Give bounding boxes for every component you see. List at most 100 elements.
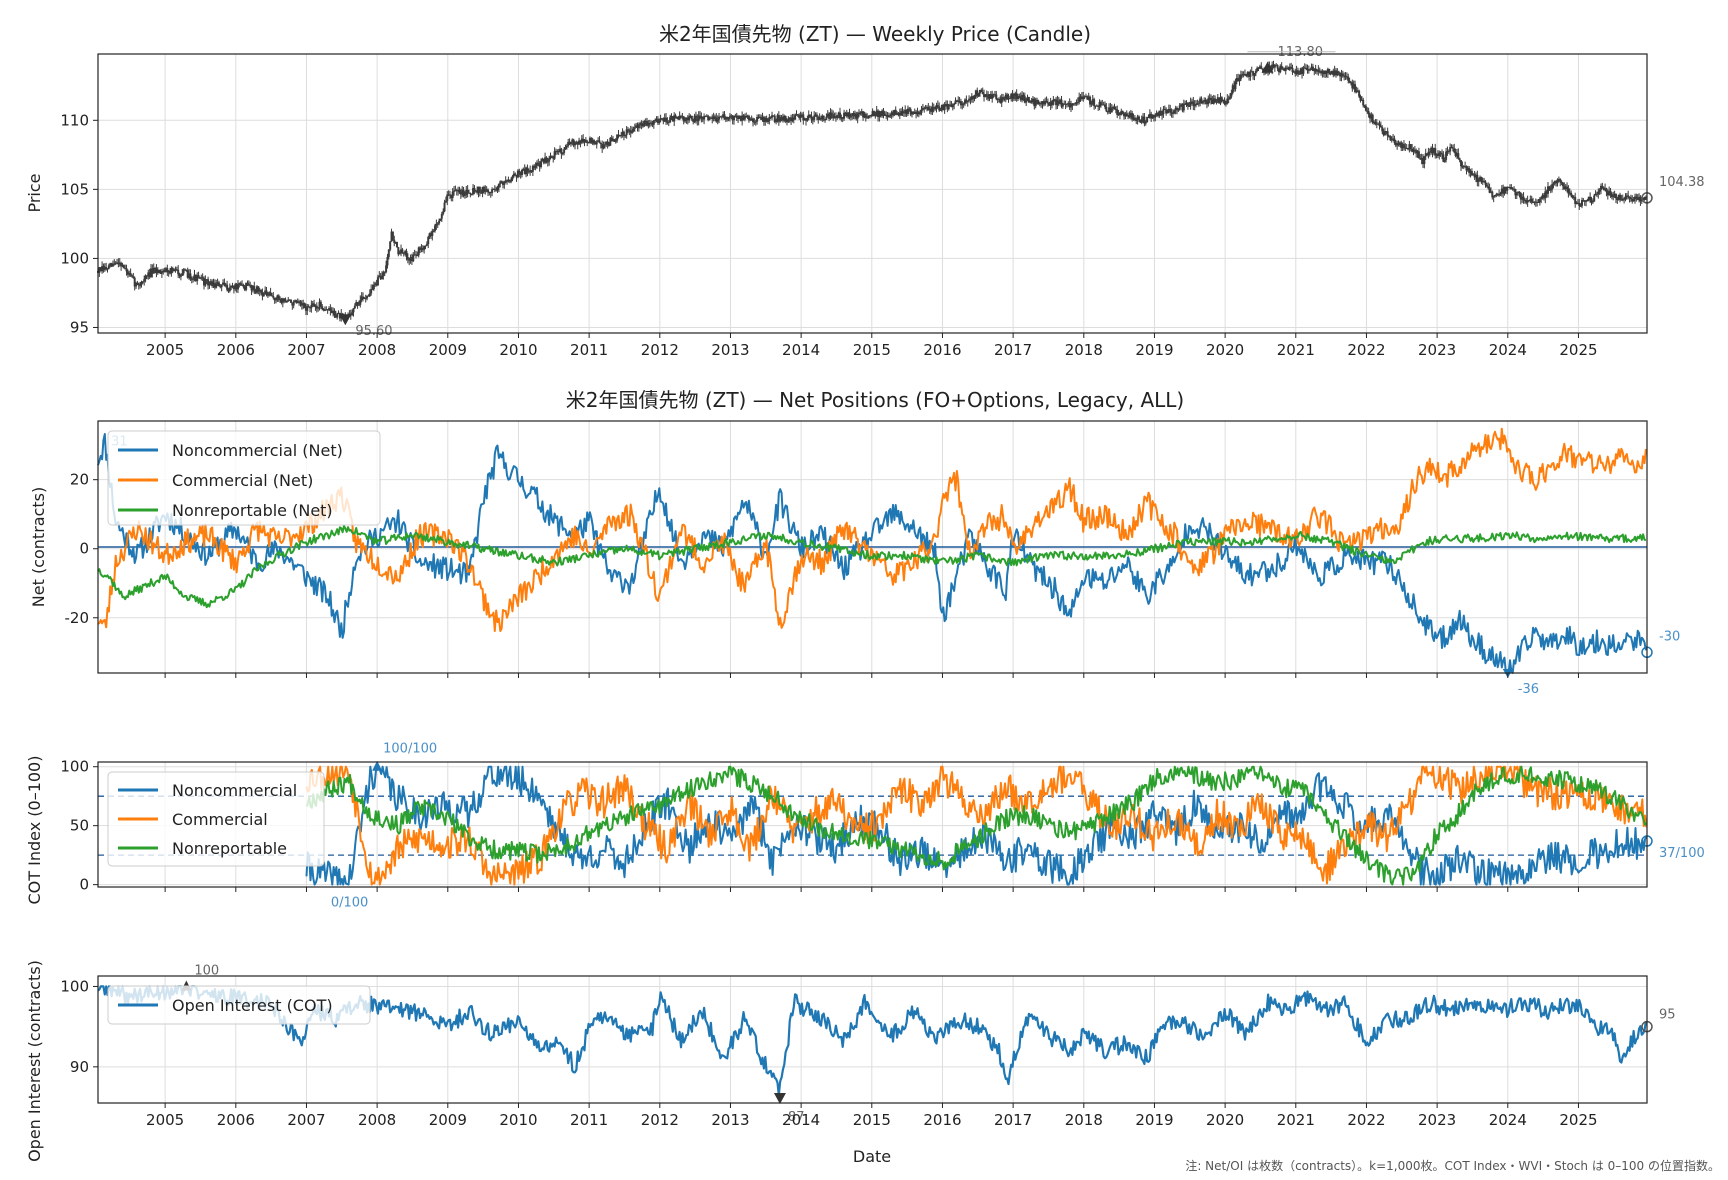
price-candle-body	[616, 134, 619, 141]
price-candle-body	[1568, 192, 1571, 194]
price-candle-body	[1480, 177, 1483, 183]
price-candle-body	[1162, 108, 1165, 115]
price-candle-body	[235, 284, 238, 290]
price-candle-body	[1299, 68, 1302, 75]
price-candle-body	[1527, 200, 1530, 202]
price-candle-body	[398, 253, 401, 255]
price-candle-body	[236, 284, 239, 290]
price-candle-body	[313, 303, 316, 307]
price-candle-body	[701, 116, 704, 120]
price-candle-body	[194, 274, 197, 281]
price-candle-body	[1178, 105, 1181, 110]
oi-legend: Open Interest (COT)	[107, 985, 371, 1025]
price-candle-body	[1464, 166, 1467, 168]
oi-x-tick-label: 2018	[1065, 1111, 1103, 1129]
price-candle-body	[655, 118, 658, 120]
price-candle-body	[417, 247, 420, 256]
price-candle-body	[219, 286, 222, 288]
price-candle-body	[442, 211, 445, 214]
price-y-label: Price	[25, 173, 44, 212]
price-candle-body	[1189, 101, 1192, 107]
price-candle-body	[507, 179, 510, 182]
price-candle-body	[447, 194, 450, 196]
price-candle-body	[1595, 193, 1598, 195]
cot-panel: 100/100 0/100 37/100 0 50 100 COT Index (0–1…	[25, 742, 1705, 911]
price-candle-body	[996, 98, 999, 100]
price-candle-body	[1619, 194, 1622, 200]
price-candle-body	[1426, 153, 1429, 156]
price-candle-body	[435, 224, 438, 226]
price-candle-body	[374, 283, 377, 285]
price-candle-body	[1466, 168, 1469, 171]
price-candle-body	[1170, 112, 1173, 114]
price-candle-body	[1086, 96, 1089, 100]
price-candle-body	[648, 123, 651, 125]
price-candle-body	[913, 111, 916, 114]
price-candle-body	[1412, 149, 1415, 152]
price-candle-body	[571, 139, 574, 142]
net-title: 米2年国債先物 (ZT) — Net Positions (FO+Options…	[566, 388, 1185, 412]
price-candle-body	[1238, 79, 1241, 82]
price-candle-body	[102, 266, 105, 270]
price-candle-body	[1523, 199, 1526, 201]
price-candle-body	[1276, 65, 1279, 69]
oi-frame	[97, 975, 1648, 1104]
price-candle-body	[1318, 71, 1321, 73]
price-candle-body	[792, 117, 795, 120]
footnote: 注: Net/OI は枚数（contracts）。k=1,000枚。COT In…	[1185, 1158, 1720, 1173]
price-candle-body	[1248, 72, 1251, 77]
price-candle-body	[976, 90, 979, 97]
price-candle-body	[222, 282, 225, 285]
price-candle-body	[1416, 151, 1419, 154]
price-x-tick-label: 2018	[1065, 341, 1103, 359]
price-candle-body	[1378, 123, 1381, 126]
price-candle-body	[1421, 157, 1424, 165]
price-candle-body	[1234, 81, 1237, 90]
price-candle-body	[1279, 65, 1282, 73]
price-candle-body	[1590, 200, 1593, 203]
net-y-tick-label: -20	[65, 609, 90, 627]
price-candle-body	[397, 247, 400, 255]
price-candle-body	[1000, 97, 1003, 103]
price-candle-body	[406, 257, 409, 260]
price-candle-body	[363, 298, 366, 300]
price-candle-body	[1260, 66, 1263, 69]
price-candle-body	[1358, 90, 1361, 97]
price-candle-body	[1494, 194, 1497, 197]
price-candle-body	[912, 111, 915, 114]
price-candle-body	[927, 107, 930, 111]
price-candle-body	[455, 190, 458, 192]
price-candle-body	[1556, 179, 1559, 184]
oi-x-tick-label: 2005	[146, 1111, 184, 1129]
price-candle-body	[561, 152, 564, 155]
price-candle-body	[739, 115, 742, 121]
price-candle-body	[173, 269, 176, 272]
price-x-tick-label: 2010	[499, 341, 537, 359]
price-candle-body	[250, 285, 253, 291]
price-candle-body	[333, 310, 336, 316]
price-candle-body	[307, 306, 310, 308]
price-candle-body	[911, 111, 914, 115]
price-candle-body	[658, 120, 661, 123]
price-candle-body	[1489, 191, 1492, 193]
price-candle-body	[568, 141, 571, 145]
price-candle-body	[730, 115, 733, 117]
price-candle-body	[838, 112, 841, 119]
price-candle-body	[951, 104, 954, 108]
price-candle-body	[247, 284, 250, 286]
price-candle-body	[1171, 112, 1174, 114]
price-candle-body	[693, 115, 696, 122]
price-candle-body	[550, 156, 553, 158]
price-candle-body	[955, 100, 958, 102]
price-candle-body	[544, 157, 547, 163]
price-candle-body	[1004, 94, 1007, 99]
price-candle-body	[817, 116, 820, 120]
price-candle-body	[944, 104, 947, 106]
price-candle-body	[1629, 197, 1632, 200]
price-candle-body	[1585, 200, 1588, 202]
price-candle-body	[190, 278, 193, 280]
price-candle-body	[1061, 103, 1064, 107]
price-frame	[97, 53, 1648, 334]
price-candle-body	[178, 274, 181, 276]
